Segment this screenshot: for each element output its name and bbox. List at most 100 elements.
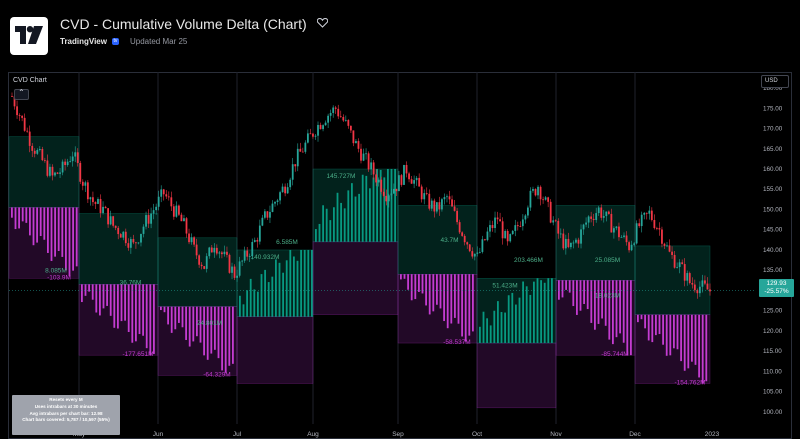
- pane-title: CVD Chart: [13, 77, 47, 84]
- cvd-histogram-bar: [32, 207, 35, 246]
- candle-body: [496, 217, 499, 220]
- candle-body: [661, 229, 663, 244]
- cvd-histogram-bar: [369, 188, 371, 242]
- cvd-histogram-bar: [185, 306, 187, 340]
- candle-body: [418, 177, 421, 187]
- candle-body: [145, 215, 147, 227]
- cvd-histogram-bar: [21, 207, 24, 222]
- candle-body: [74, 152, 77, 157]
- cvd-histogram-bar: [691, 314, 693, 362]
- y-tick-label: 175.00: [763, 105, 783, 112]
- cvd-histogram-bar: [181, 306, 184, 328]
- candle-body: [117, 227, 120, 235]
- cvd-histogram-bar: [637, 314, 639, 323]
- candle-body: [506, 230, 509, 242]
- candle-body: [691, 282, 694, 285]
- candle-body: [524, 215, 527, 220]
- cvd-histogram-bar: [379, 169, 382, 242]
- y-tick-label: 120.00: [763, 328, 783, 335]
- cvd-histogram-bar: [640, 314, 643, 320]
- cvd-histogram-bar: [188, 306, 191, 347]
- chevron-up-icon: ⌃: [18, 88, 25, 97]
- favorite-heart-icon[interactable]: [316, 15, 328, 33]
- cvd-histogram-bar: [36, 207, 38, 243]
- author-name[interactable]: TradingView: [60, 37, 107, 46]
- cvd-sub-label: 24.801M: [197, 320, 222, 327]
- tradingview-logo[interactable]: [10, 17, 48, 55]
- cvd-histogram-bar: [54, 207, 56, 257]
- x-tick-label: Sep: [392, 431, 404, 438]
- cvd-histogram-bar: [662, 314, 664, 345]
- candle-body: [640, 214, 643, 227]
- cvd-histogram-bar: [612, 280, 614, 345]
- candle-body: [238, 261, 241, 276]
- cvd-histogram-bar: [153, 284, 155, 354]
- cvd-histogram-bar: [683, 314, 686, 371]
- candle-body: [132, 239, 135, 243]
- candle-body: [539, 186, 542, 200]
- candle-body: [312, 133, 314, 137]
- candle-body: [54, 172, 56, 176]
- cvd-histogram-bar: [88, 284, 90, 292]
- cvd-histogram-bar: [282, 272, 284, 317]
- cvd-histogram-bar: [65, 207, 67, 271]
- candle-body: [360, 148, 362, 161]
- cvd-histogram-bar: [500, 312, 503, 344]
- cvd-histogram-bar: [199, 306, 202, 343]
- cvd-histogram-bar: [400, 274, 402, 280]
- cvd-month-label: -85.744M: [601, 351, 628, 358]
- candle-body: [435, 202, 438, 212]
- candle-body: [666, 245, 668, 247]
- cvd-histogram-bar: [644, 314, 646, 329]
- cvd-histogram-bar: [127, 284, 130, 333]
- cvd-histogram-bar: [547, 278, 550, 344]
- cvd-histogram-bar: [482, 311, 485, 344]
- collapse-button[interactable]: ⌃: [14, 88, 29, 100]
- candle-body: [673, 254, 676, 268]
- cvd-histogram-bar: [322, 205, 324, 242]
- cvd-histogram-bar: [630, 280, 632, 356]
- candle-body: [337, 108, 340, 117]
- last-price-tag: 129.93 -25.57%: [759, 279, 794, 297]
- cvd-histogram-bar: [347, 190, 350, 242]
- candle-body: [605, 211, 608, 217]
- cvd-histogram-bar: [418, 274, 420, 292]
- candle-body: [564, 238, 567, 249]
- candle-body: [504, 230, 507, 239]
- candle-body: [208, 247, 211, 257]
- cvd-histogram-bar: [39, 207, 42, 237]
- cvd-histogram-bar: [551, 278, 553, 344]
- cvd-histogram-bar: [75, 207, 78, 267]
- candle-body: [246, 250, 249, 257]
- candle-body: [625, 235, 628, 243]
- cvd-histogram-bar: [203, 306, 205, 356]
- candle-body: [468, 244, 471, 252]
- currency-selector[interactable]: USD: [761, 75, 789, 88]
- candle-body: [322, 125, 324, 130]
- cvd-box-upper: [8, 136, 80, 208]
- candle-body: [284, 186, 287, 194]
- candle-body: [188, 233, 190, 243]
- cvd-histogram-bar: [57, 207, 60, 252]
- candle-body: [352, 130, 355, 144]
- cvd-sub-label: 6.585M: [276, 239, 298, 246]
- cvd-histogram-bar: [597, 280, 600, 324]
- candle-body: [324, 122, 327, 126]
- cvd-histogram-bar: [676, 314, 679, 350]
- cvd-chart-canvas[interactable]: -103.9M -177.651M -64.329M 140.932M 145.727M…: [0, 72, 800, 439]
- candle-body: [344, 119, 347, 121]
- candle-body: [610, 213, 613, 233]
- cvd-histogram-bar: [705, 314, 708, 382]
- candle-body: [46, 160, 49, 176]
- candle-body: [615, 226, 618, 229]
- cvd-histogram-bar: [206, 306, 209, 360]
- y-tick-label: 135.00: [763, 267, 783, 274]
- cvd-histogram-bar: [615, 280, 618, 338]
- chart-area[interactable]: -103.9M -177.651M -64.329M 140.932M 145.727M…: [0, 72, 800, 439]
- candle-body: [405, 164, 408, 174]
- cvd-month-label: -103.9M: [47, 274, 71, 281]
- candle-body: [683, 264, 686, 281]
- candle-body: [36, 150, 39, 154]
- x-tick-label: Dec: [629, 431, 641, 438]
- candle-body: [567, 238, 570, 248]
